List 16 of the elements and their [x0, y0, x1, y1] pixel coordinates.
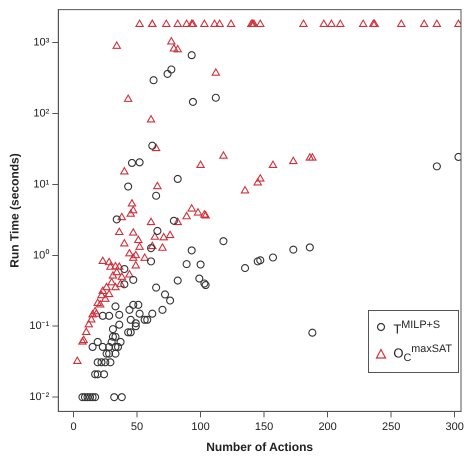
y-tick-label: 10⁻² — [29, 391, 50, 404]
y-tick-label: 10⁻¹ — [29, 320, 50, 332]
x-tick-label: 150 — [254, 421, 274, 434]
x-tick-label: 250 — [382, 421, 400, 434]
x-axis-title: Number of Actions — [206, 440, 314, 454]
x-tick-label: 200 — [318, 421, 337, 434]
y-axis-title: Run Time (seconds) — [8, 153, 22, 268]
x-tick-label: 0 — [70, 421, 77, 434]
x-tick-label: 300 — [445, 421, 464, 434]
legend-label: T$^{MILP+S}$ — [393, 318, 440, 338]
y-tick-label: 10² — [33, 107, 50, 120]
x-tick-label: 50 — [130, 421, 144, 434]
x-tick-label: 100 — [191, 421, 210, 434]
y-tick-label: 10⁰ — [33, 248, 50, 262]
y-tick-label: 10³ — [33, 36, 50, 48]
y-tick-label: 10¹ — [33, 178, 50, 190]
